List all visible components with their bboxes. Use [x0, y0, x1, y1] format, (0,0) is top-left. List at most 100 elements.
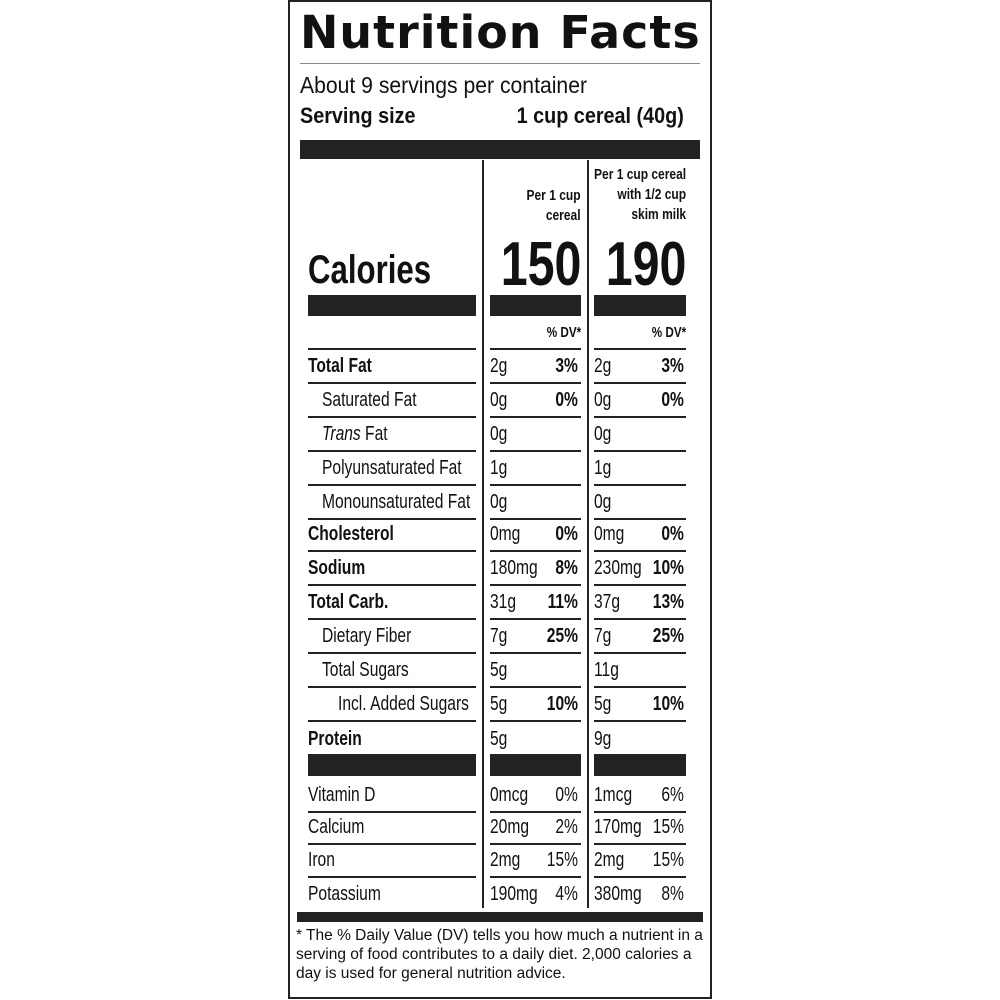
row-divider	[308, 382, 476, 384]
thick-divider	[594, 295, 686, 316]
row-divider	[594, 416, 686, 418]
row-divider	[308, 518, 476, 520]
thick-divider	[594, 754, 686, 776]
header-line: Per 1 cup	[526, 187, 581, 204]
row-divider	[308, 811, 476, 813]
servings-per-container: About 9 servings per container	[300, 72, 588, 98]
dv-cereal: 15%	[546, 849, 578, 871]
nutrient-label: Monounsaturated Fat	[322, 491, 471, 513]
amount-with-milk: 170mg	[594, 816, 642, 838]
row-divider	[594, 584, 686, 586]
dv-with-milk: 6%	[661, 784, 684, 806]
row-divider	[308, 618, 476, 620]
amount-cereal: 2mg	[490, 849, 521, 871]
daily-value-footnote: * The % Daily Value (DV) tells you how m…	[296, 927, 703, 982]
row-divider	[490, 348, 581, 350]
label-title: Nutrition Facts	[300, 6, 701, 59]
row-divider	[594, 720, 686, 722]
row-divider	[308, 584, 476, 586]
thick-divider	[297, 912, 703, 922]
amount-with-milk: 380mg	[594, 883, 642, 905]
nutrient-label: Sodium	[308, 557, 366, 579]
column-divider	[587, 160, 589, 908]
nutrient-label: Cholesterol	[308, 523, 394, 545]
thick-divider	[300, 140, 700, 159]
amount-cereal: 5g	[490, 728, 508, 750]
serving-size-label: Serving size	[300, 103, 416, 128]
amount-cereal: 20mg	[490, 816, 530, 838]
row-divider	[308, 484, 476, 486]
amount-cereal: 0g	[490, 423, 508, 445]
dv-cereal: 0%	[555, 389, 578, 411]
nutrient-label: Polyunsaturated Fat	[322, 457, 462, 479]
header-line: skim milk	[631, 206, 686, 223]
amount-with-milk: 5g	[594, 693, 612, 715]
amount-cereal: 0mg	[490, 523, 521, 545]
calories-value-cereal: 150	[500, 230, 581, 299]
thick-divider	[490, 295, 581, 316]
dv-with-milk: 3%	[661, 355, 684, 377]
nutrient-label: Potassium	[308, 883, 381, 905]
amount-with-milk: 0g	[594, 491, 612, 513]
nutrient-label: Iron	[308, 849, 335, 871]
row-divider	[490, 686, 581, 688]
dv-cereal: 8%	[555, 557, 578, 579]
row-divider	[594, 382, 686, 384]
nutrient-label: Vitamin D	[308, 784, 376, 806]
row-divider	[594, 686, 686, 688]
nutrient-label: Total Carb.	[308, 591, 389, 613]
row-divider	[594, 811, 686, 813]
amount-with-milk: 37g	[594, 591, 621, 613]
nutrient-label: Total Sugars	[322, 659, 409, 681]
header-line: cereal	[546, 207, 581, 224]
calories-value-with-milk: 190	[605, 230, 686, 299]
dv-with-milk: 8%	[661, 883, 684, 905]
dv-cereal: 0%	[555, 523, 578, 545]
dv-cereal: 2%	[555, 816, 578, 838]
header-line: with 1/2 cup	[617, 186, 686, 203]
amount-cereal: 2g	[490, 355, 508, 377]
amount-cereal: 5g	[490, 659, 508, 681]
row-divider	[308, 550, 476, 552]
dv-header-with-milk: % DV*	[651, 324, 686, 341]
row-divider	[490, 584, 581, 586]
amount-cereal: 31g	[490, 591, 517, 613]
dv-with-milk: 10%	[652, 693, 684, 715]
row-divider	[594, 518, 686, 520]
dv-cereal: 4%	[555, 883, 578, 905]
amount-with-milk: 9g	[594, 728, 612, 750]
amount-with-milk: 2mg	[594, 849, 625, 871]
thick-divider	[308, 754, 476, 776]
nutrient-label: Total Fat	[308, 355, 372, 377]
thick-divider	[490, 754, 581, 776]
dv-with-milk: 10%	[652, 557, 684, 579]
amount-cereal: 180mg	[490, 557, 538, 579]
row-divider	[490, 811, 581, 813]
row-divider	[490, 720, 581, 722]
row-divider	[594, 618, 686, 620]
nutrient-label: Saturated Fat	[322, 389, 417, 411]
row-divider	[308, 720, 476, 722]
row-divider	[308, 416, 476, 418]
dv-cereal: 3%	[555, 355, 578, 377]
amount-with-milk: 7g	[594, 625, 612, 647]
dv-with-milk: 0%	[661, 523, 684, 545]
dv-cereal: 10%	[546, 693, 578, 715]
dv-cereal: 0%	[555, 784, 578, 806]
divider	[300, 63, 700, 64]
dv-with-milk: 15%	[652, 849, 684, 871]
nutrient-label: Trans Fat	[322, 423, 388, 445]
dv-with-milk: 15%	[652, 816, 684, 838]
column-1-header: Per 1 cup cereal	[527, 186, 581, 226]
dv-cereal: 11%	[547, 591, 578, 613]
row-divider	[490, 618, 581, 620]
nutrient-label: Calcium	[308, 816, 365, 838]
amount-cereal: 5g	[490, 693, 508, 715]
row-divider	[594, 550, 686, 552]
row-divider	[594, 450, 686, 452]
amount-cereal: 0g	[490, 491, 508, 513]
row-divider	[490, 518, 581, 520]
serving-size-value: 1 cup cereal (40g)	[516, 103, 684, 128]
amount-with-milk: 0g	[594, 389, 612, 411]
nutrient-label: Dietary Fiber	[322, 625, 412, 647]
